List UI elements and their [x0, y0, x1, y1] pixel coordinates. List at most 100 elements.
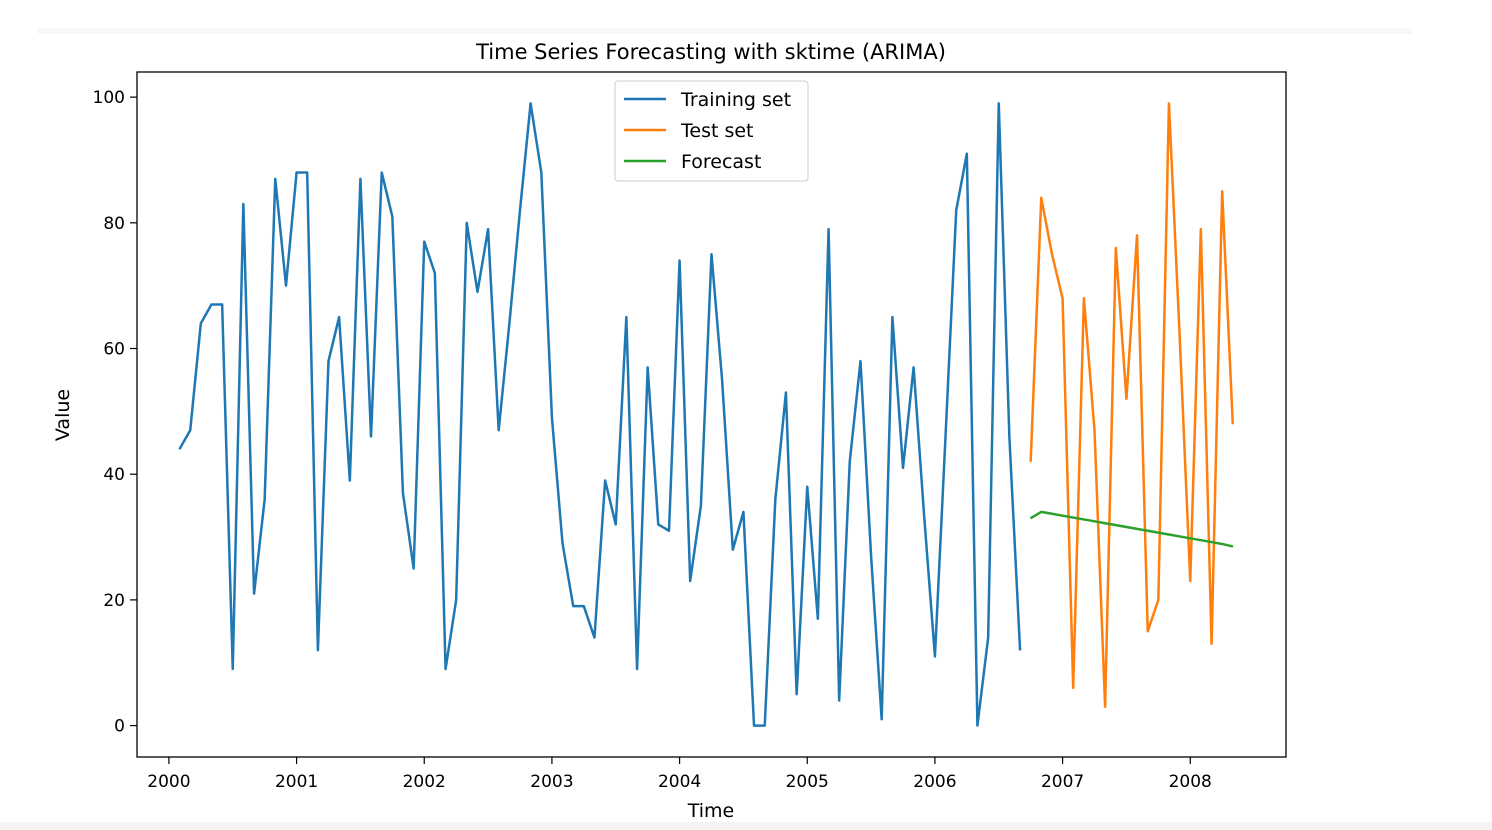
data-point-training-set: [753, 724, 755, 727]
data-point-training-set: [317, 649, 319, 651]
data-point-test-set: [1061, 297, 1064, 299]
data-point-training-set: [647, 366, 649, 368]
x-tick-label: 2007: [1041, 772, 1084, 792]
data-point-training-set: [540, 171, 542, 174]
data-point-forecast: [1125, 526, 1128, 528]
data-point-training-set: [934, 655, 936, 658]
data-point-training-set: [721, 379, 723, 381]
data-point-training-set: [306, 171, 308, 174]
data-point-test-set: [1040, 197, 1042, 199]
data-point-test-set: [1210, 643, 1213, 645]
data-point-test-set: [1125, 398, 1128, 400]
y-tick-label: 20: [103, 591, 125, 611]
x-tick-label: 2001: [275, 772, 318, 792]
x-tick-label: 2008: [1169, 772, 1212, 792]
data-point-training-set: [455, 599, 457, 601]
x-tick-label: 2002: [403, 772, 446, 792]
data-point-training-set: [359, 178, 362, 180]
data-point-training-set: [902, 467, 904, 469]
data-point-training-set: [870, 555, 872, 557]
data-point-training-set: [370, 435, 372, 438]
data-point-training-set: [998, 102, 1000, 105]
data-point-training-set: [742, 511, 745, 513]
data-point-test-set: [1232, 423, 1234, 425]
top-divider-strip: [38, 28, 1412, 34]
data-point-test-set: [1030, 461, 1032, 463]
data-point-test-set: [1093, 429, 1096, 431]
data-point-forecast: [1115, 524, 1117, 526]
data-point-training-set: [338, 316, 340, 318]
data-point-training-set: [838, 699, 840, 702]
data-point-training-set: [498, 429, 500, 431]
data-point-training-set: [487, 228, 489, 230]
chart-title: Time Series Forecasting with sktime (ARI…: [475, 40, 946, 64]
data-point-test-set: [1136, 234, 1138, 236]
data-point-training-set: [519, 209, 521, 211]
data-point-training-set: [295, 171, 298, 174]
data-point-training-set: [434, 272, 436, 274]
data-point-forecast: [1157, 532, 1159, 534]
data-point-test-set: [1051, 253, 1053, 255]
bottom-divider-strip: [0, 822, 1492, 830]
legend-label-forecast: Forecast: [681, 151, 761, 173]
y-axis: 0 20 40 60 80 100: [93, 88, 137, 737]
data-point-training-set: [966, 153, 968, 155]
data-point-forecast: [1051, 513, 1053, 515]
y-tick-label: 40: [103, 465, 125, 485]
data-point-test-set: [1083, 297, 1085, 299]
data-point-training-set: [785, 391, 787, 394]
data-point-training-set: [327, 360, 330, 362]
data-point-training-set: [189, 429, 191, 431]
data-point-training-set: [285, 285, 287, 287]
x-axis-label: Time: [687, 800, 735, 822]
data-point-training-set: [561, 542, 564, 544]
legend-box: [614, 80, 809, 182]
data-point-test-set: [1179, 335, 1181, 337]
legend-label-test-set: Test set: [680, 120, 754, 142]
data-point-training-set: [444, 668, 447, 670]
data-point-training-set: [604, 479, 606, 482]
data-point-training-set: [976, 724, 979, 727]
data-point-forecast: [1083, 518, 1085, 521]
legend-label-training-set: Training set: [680, 89, 791, 111]
data-point-training-set: [593, 637, 596, 639]
data-point-training-set: [987, 637, 989, 639]
data-point-forecast: [1061, 515, 1064, 517]
series-line-training-set: [178, 102, 1022, 727]
data-point-training-set: [402, 492, 404, 494]
data-point-forecast: [1179, 535, 1181, 538]
data-point-training-set: [210, 303, 213, 306]
series-line-forecast: [1030, 510, 1234, 548]
legend: Training set Test set Forecast: [614, 80, 809, 182]
data-point-training-set: [955, 209, 957, 211]
data-point-test-set: [1072, 687, 1074, 689]
data-point-training-set: [1008, 435, 1010, 438]
data-point-test-set: [1221, 190, 1223, 192]
series-forecast: [1030, 510, 1234, 548]
data-point-training-set: [615, 523, 617, 526]
data-point-forecast: [1072, 516, 1074, 519]
y-tick-label: 60: [103, 340, 125, 360]
data-point-forecast: [1104, 522, 1106, 524]
y-axis-label: Value: [52, 389, 74, 441]
data-point-training-set: [232, 668, 234, 670]
data-point-training-set: [625, 316, 627, 318]
data-point-training-set: [859, 360, 862, 362]
data-point-training-set: [221, 303, 223, 306]
data-point-training-set: [764, 724, 766, 727]
data-point-training-set: [849, 461, 851, 463]
series-lines: [178, 102, 1235, 727]
data-point-training-set: [551, 417, 553, 419]
data-point-training-set: [1019, 649, 1021, 651]
data-point-training-set: [413, 567, 415, 570]
series-line-test-set: [1029, 102, 1235, 708]
x-axis: 2000 2001 2002 2003 2004 2005 2006 2007 2008: [147, 757, 1212, 792]
x-tick-label: 2006: [913, 772, 956, 792]
data-point-training-set: [530, 102, 532, 105]
data-point-training-set: [200, 322, 202, 324]
data-point-training-set: [423, 241, 425, 243]
data-point-training-set: [668, 530, 670, 532]
data-point-forecast: [1136, 528, 1138, 530]
